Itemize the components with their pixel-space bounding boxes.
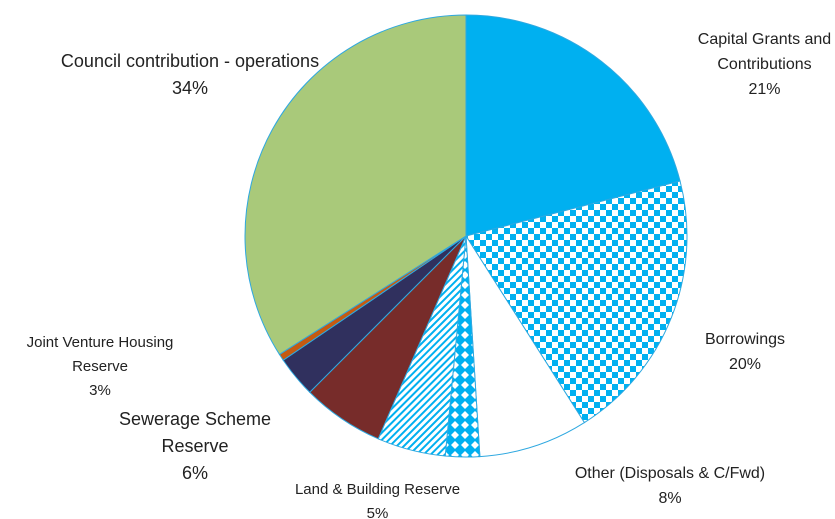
category-label: Other (Disposals & C/Fwd) — [574, 465, 766, 482]
data-label: Land & Building Reserve 5% — [250, 478, 505, 519]
pie-slice — [465, 14, 681, 237]
value-label: 8% — [658, 490, 682, 507]
pie-slice — [244, 14, 467, 356]
category-label: Joint Venture Housing Reserve — [26, 334, 174, 375]
category-label: Council contribution - operations — [60, 51, 320, 71]
data-label: Capital Grants and Contributions 21% — [672, 27, 835, 102]
category-label: Borrowings — [704, 331, 786, 348]
category-label: Sewerage Scheme Reserve — [118, 409, 272, 456]
pie-slice — [465, 180, 688, 424]
pie-slice — [465, 235, 586, 458]
data-label: Joint Venture Housing Reserve 3% — [0, 331, 200, 403]
value-label: 6% — [181, 463, 208, 483]
data-label: Borrowings 20% — [690, 327, 800, 377]
value-label: 3% — [89, 382, 111, 399]
data-label: Council contribution - operations 34% — [40, 48, 340, 102]
value-label: 20% — [728, 356, 762, 373]
data-label: Sewerage Scheme Reserve 6% — [100, 406, 290, 487]
category-label: Capital Grants and Contributions — [697, 31, 832, 73]
category-label: Land & Building Reserve — [294, 481, 461, 498]
data-label: Other (Disposals & C/Fwd) 8% — [540, 461, 800, 511]
value-label: 34% — [171, 78, 209, 98]
value-label: 5% — [366, 505, 389, 519]
value-label: 21% — [748, 81, 781, 98]
